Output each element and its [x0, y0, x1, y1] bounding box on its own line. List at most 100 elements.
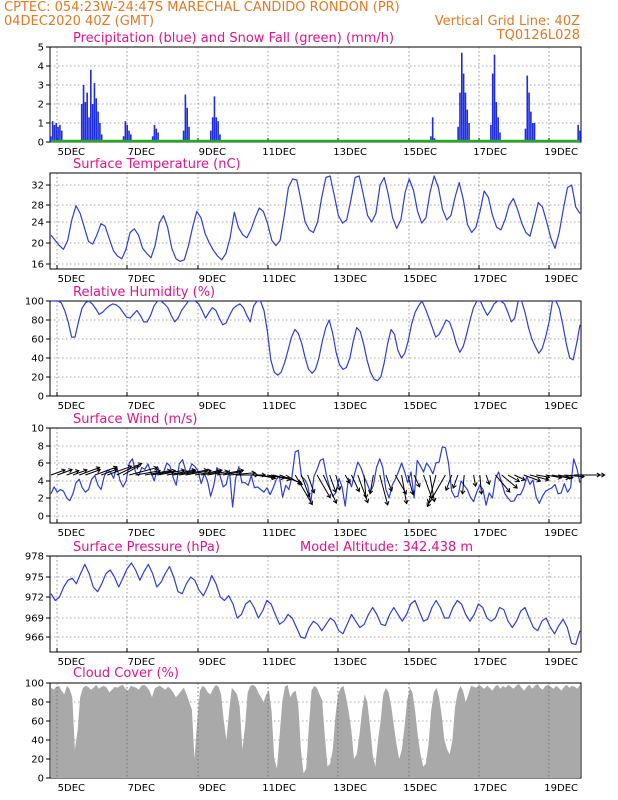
wind-arrow-shaft: [157, 469, 185, 476]
wind-arrow-shaft: [452, 474, 459, 489]
x-tick-label: 9DEC: [199, 401, 226, 412]
wind-arrow-head: [68, 468, 73, 474]
precipitation-bar: [84, 102, 87, 142]
wind-arrow-shaft: [351, 474, 360, 492]
x-tick-label: 7DEC: [128, 657, 155, 668]
wind-arrow-head: [403, 499, 409, 505]
wind-arrow-head: [224, 469, 230, 475]
wind-arrow-shaft: [79, 467, 100, 476]
y-tick-label: 20: [31, 239, 44, 250]
panel-2-marks: 0 20 40 60 80 100 5DEC 7DEC 9DEC 11DEC 13DEC 15DEC 1…: [25, 297, 581, 412]
precipitation-bar: [217, 121, 219, 142]
wind-arrow-shaft: [229, 472, 256, 476]
y-tick-label: 20: [31, 373, 44, 384]
wind-arrow-shaft: [529, 474, 549, 481]
x-tick-label: 11DEC: [262, 783, 296, 794]
wind-arrow-shaft: [426, 474, 446, 507]
wind-arrow-shaft: [545, 474, 562, 479]
precipitation-bar: [57, 126, 59, 142]
wind-arrow-head: [355, 487, 361, 493]
panel-1-marks: 16 20 24 28 32 5DEC 7DEC 9DEC 11DEC 13DEC 15DEC 17D…: [31, 173, 581, 285]
wind-arrow-shaft: [536, 474, 550, 478]
wind-arrow-shaft: [257, 474, 276, 479]
precipitation-bar: [219, 134, 221, 142]
x-tick-label: 5DEC: [58, 528, 85, 539]
precipitation-bar: [99, 123, 101, 142]
y-tick-label: 978: [25, 552, 44, 563]
wind-arrow-shaft: [94, 466, 117, 476]
precipitation-bar: [122, 136, 125, 142]
wind-arrow-head: [332, 488, 338, 493]
frame-precipitation: [49, 46, 582, 143]
wind-arrow-head: [271, 475, 277, 481]
y-tick-label: 60: [31, 717, 44, 728]
wind-arrow-head: [409, 490, 415, 496]
y-tick-label: 975: [25, 573, 44, 584]
title-pressure: Surface Pressure (hPa): [73, 540, 220, 555]
frame-pressure: [49, 555, 582, 653]
precipitation-bar: [468, 123, 470, 142]
wind-arrow-shaft: [407, 474, 414, 495]
precipitation-bar: [491, 73, 494, 142]
y-tick-label: 969: [25, 614, 44, 625]
wind-arrow-shaft: [445, 474, 453, 491]
precipitation-bar: [490, 124, 492, 142]
wind-arrow-head: [569, 474, 574, 480]
precipitation-bar: [157, 132, 159, 142]
wind-arrow-shaft: [462, 474, 465, 494]
wind-arrow-head: [207, 468, 212, 474]
precipitation-bar: [60, 130, 63, 142]
x-tick-label: 7DEC: [128, 528, 155, 539]
wind-arrow-head: [332, 499, 338, 504]
x-tick-label: 11DEC: [262, 528, 296, 539]
wind-arrow-head: [251, 470, 257, 476]
precipitation-bar: [524, 128, 527, 142]
x-tick-label: 5DEC: [58, 274, 85, 285]
x-tick-label: 11DEC: [262, 657, 296, 668]
wind-arrow-shaft: [558, 474, 573, 479]
wind-arrow-shaft: [135, 470, 161, 476]
wind-arrow-head: [444, 486, 450, 492]
precipitation-bar: [466, 109, 469, 142]
precipitation-bar: [577, 124, 579, 142]
panel-4-marks: 966 969 972 975 978 5DEC 7DEC 9DEC 11DEC 13DEC 15D…: [25, 552, 581, 668]
wind-arrow-shaft: [369, 474, 374, 494]
precipitation-bar: [100, 134, 103, 142]
wind-arrow-shaft: [385, 474, 393, 492]
precipitation-bar: [128, 130, 130, 142]
wind-arrow-shaft: [185, 470, 212, 476]
wind-arrow-head: [237, 469, 243, 475]
wind-arrow-shaft: [479, 474, 482, 494]
y-tick-label: 40: [31, 354, 44, 365]
wind-arrow-head: [451, 483, 457, 489]
wind-arrow-head: [364, 498, 370, 504]
wind-arrow-shaft: [223, 471, 242, 476]
wind-arrow-head: [513, 484, 518, 489]
x-tick-label: 13DEC: [333, 147, 367, 158]
wind-arrow-head: [82, 468, 88, 474]
precipitation-bar: [182, 130, 185, 142]
panel-temperature: Surface Temperature (nC): [49, 157, 582, 270]
wind-arrow-shaft: [107, 465, 132, 476]
wind-arrow-head: [601, 472, 606, 478]
wind-arrow-head: [363, 494, 369, 499]
precipitation-bar: [59, 124, 61, 142]
precipitation-bar: [151, 136, 154, 142]
precipitation-bar: [210, 130, 212, 142]
precipitation-bar: [533, 123, 536, 142]
wind-arrow-head: [415, 482, 421, 488]
x-tick-label: 7DEC: [128, 783, 155, 794]
wind-arrow-head: [368, 489, 374, 495]
wind-arrow-head: [326, 493, 331, 499]
wind-arrow-head: [254, 472, 259, 478]
wind-arrow-head: [431, 497, 437, 503]
panel-pressure: Surface Pressure (hPa) Model Altitude: 3…: [49, 540, 582, 653]
x-tick-label: 17DEC: [473, 274, 507, 285]
wind-arrow-head: [137, 462, 143, 468]
x-tick-label: 13DEC: [333, 528, 367, 539]
precipitation-bar: [97, 111, 99, 142]
precipitation-bar: [213, 96, 216, 142]
frame-humidity: [49, 300, 582, 397]
x-tick-label: 9DEC: [199, 274, 226, 285]
y-tick-label: 28: [31, 201, 44, 212]
